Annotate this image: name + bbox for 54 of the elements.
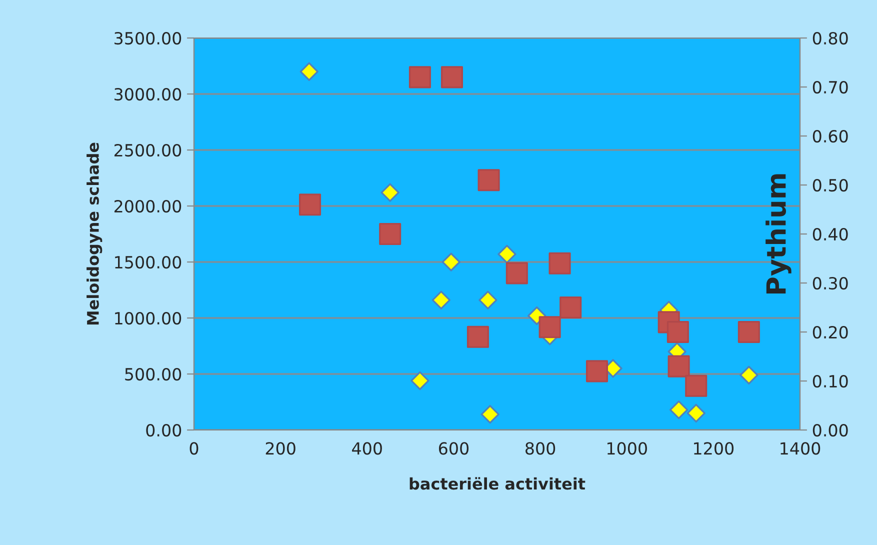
point	[666, 320, 689, 344]
y-tick-label: 1500.00	[115, 256, 182, 269]
y2-tick-label: 0.40	[812, 228, 848, 241]
point	[410, 371, 430, 390]
y2-axis-title: Pythium	[766, 174, 792, 294]
x-tick-label: 200	[266, 442, 296, 455]
point	[686, 404, 706, 423]
x-tick-label: 1000	[607, 442, 647, 455]
point	[738, 320, 760, 344]
point	[432, 290, 450, 310]
point	[668, 355, 690, 378]
point	[586, 360, 608, 382]
y2-tick-label: 0.60	[812, 130, 848, 143]
y2-tick-label: 0.10	[812, 374, 848, 388]
point	[560, 296, 582, 319]
point	[440, 66, 463, 88]
y-tick-label: 0.00	[146, 424, 182, 437]
x-tick-label: 1400	[780, 442, 820, 455]
y2-tick-label: 0.50	[812, 178, 848, 192]
x-tick-label: 400	[352, 442, 382, 455]
y2-tick-label: 0.80	[812, 32, 848, 45]
y-tick-label: 2000.00	[114, 200, 182, 213]
point	[298, 194, 322, 216]
point	[442, 252, 460, 272]
point	[538, 316, 561, 338]
y-axis-title: Meloidogyne schade	[86, 142, 102, 325]
y2-tick-label: 0.00	[812, 424, 848, 437]
point	[300, 62, 318, 81]
x-axis-title: bacteriële activiteit	[410, 477, 586, 490]
point	[478, 290, 498, 310]
point	[498, 244, 516, 264]
y2-tick-label: 0.20	[812, 326, 848, 339]
y-tick-label: 1000.00	[115, 312, 182, 325]
point	[548, 252, 571, 274]
point	[379, 222, 402, 246]
y-tick-label: 3000.00	[114, 88, 182, 101]
point	[506, 262, 528, 284]
x-tick-label: 600	[438, 442, 469, 455]
point	[480, 404, 500, 424]
point	[380, 183, 400, 202]
point	[466, 326, 489, 348]
x-tick-label: 0	[190, 442, 198, 455]
y-tick-label: 2500.00	[114, 144, 182, 157]
point	[740, 366, 758, 384]
y-tick-label: 500.00	[125, 368, 182, 381]
x-tick-label: 1200	[694, 442, 734, 455]
point	[478, 169, 500, 192]
point	[408, 66, 431, 88]
point	[669, 400, 688, 420]
x-tick-label: 800	[526, 442, 556, 455]
point	[685, 374, 708, 397]
y2-tick-label: 0.70	[812, 80, 848, 94]
y2-tick-label: 0.30	[812, 276, 848, 290]
y-tick-label: 3500.00	[114, 32, 182, 45]
